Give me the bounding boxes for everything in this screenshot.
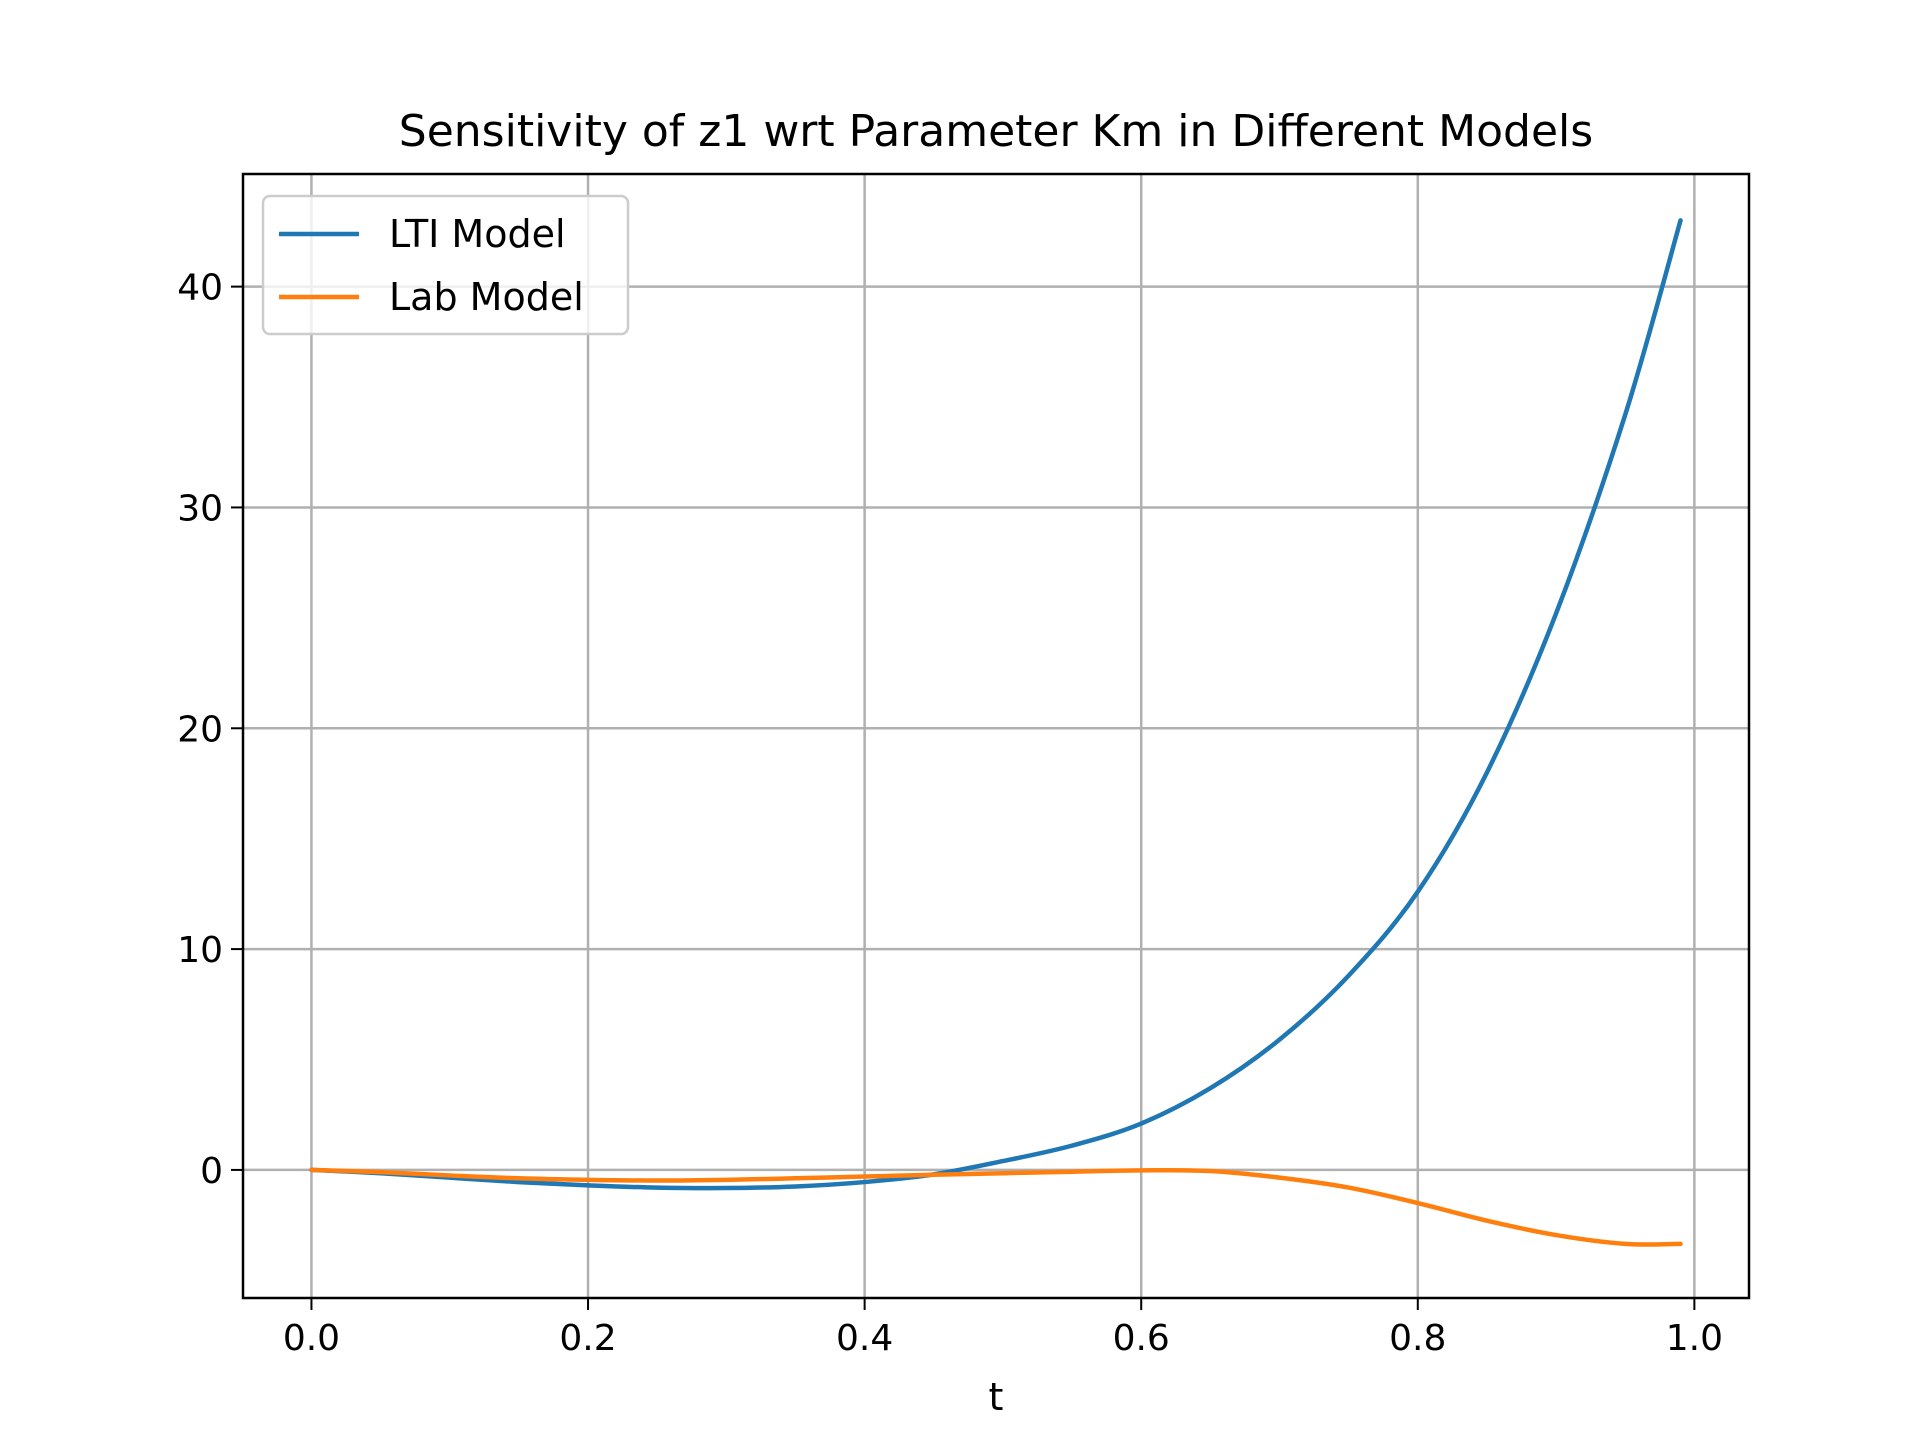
series-line-lab-model [309, 1167, 1683, 1247]
y-tick-label: 20 [177, 709, 223, 750]
x-axis-label: t [989, 1375, 1004, 1419]
y-tick-label: 0 [200, 1151, 223, 1192]
series-lines [309, 218, 1683, 1247]
grid-lines [243, 174, 1749, 1298]
legend-label-lti-model: LTI Model [389, 212, 566, 256]
chart-title: Sensitivity of z1 wrt Parameter Km in Di… [399, 106, 1593, 157]
y-tick-label: 40 [177, 268, 223, 309]
axis-ticks: 0.0 0.2 0.4 0.6 0.8 1.0 0 10 20 30 40 [177, 268, 1723, 1359]
y-tick-label: 10 [177, 930, 223, 971]
x-tick-label: 0.8 [1389, 1318, 1446, 1359]
series-line-lti-model [309, 218, 1683, 1191]
x-tick-label: 0.6 [1113, 1318, 1170, 1359]
legend-box [261, 194, 630, 336]
legend: LTI Model Lab Model [261, 194, 630, 336]
y-tick-label: 30 [177, 488, 223, 529]
x-tick-label: 1.0 [1666, 1318, 1723, 1359]
x-tick-label: 0.0 [283, 1318, 340, 1359]
x-tick-label: 0.2 [559, 1318, 616, 1359]
plot-frame [241, 172, 1751, 1300]
legend-label-lab-model: Lab Model [389, 275, 584, 319]
x-tick-label: 0.4 [836, 1318, 893, 1359]
